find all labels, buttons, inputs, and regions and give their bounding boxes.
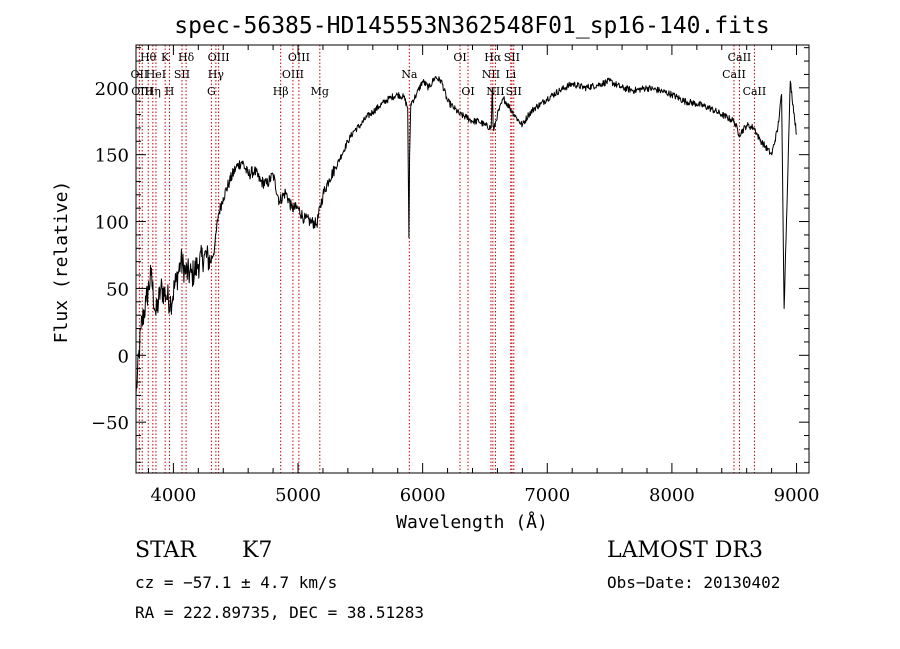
spectral-line-label: HeI (146, 68, 166, 81)
spectral-line-label: OI (461, 85, 474, 98)
spectral-line-label: NII (482, 68, 500, 81)
spectral-line-label: Hθ (140, 51, 157, 64)
spectral-line-label: Hη (145, 85, 161, 98)
spectral-line-label: Mg (311, 85, 329, 98)
x-tick-label: 5000 (275, 485, 321, 506)
spectral-line-label: Hβ (273, 85, 289, 98)
x-axis: 4000 5000 6000 7000 8000 9000 (147, 45, 820, 506)
y-tick-label: 150 (95, 146, 129, 167)
x-axis-label: Wavelength (Å) (396, 511, 548, 533)
x-tick-label: 4000 (150, 485, 196, 506)
spectral-line-label: CaII (722, 68, 746, 81)
spectral-line-label: OIII (282, 68, 304, 81)
spectral-line-label: G (207, 85, 216, 98)
x-tick-label: 9000 (774, 485, 820, 506)
spectral-line-label: OIII (288, 51, 310, 64)
spectral-line-label: CaII (728, 51, 752, 64)
y-tick-label: 50 (106, 279, 129, 300)
y-tick-label: −50 (91, 413, 129, 434)
spectral-line-label: NII (486, 85, 504, 98)
spectral-line-label: H (165, 85, 175, 98)
y-axis-label: Flux (relative) (51, 181, 72, 344)
observation-date: Obs−Date: 20130402 (607, 573, 781, 592)
spectral-line-label: CaII (743, 85, 767, 98)
x-tick-label: 7000 (524, 485, 570, 506)
flux-spectrum-line (135, 76, 797, 396)
y-axis: −50 0 50 100 150 200 (91, 47, 809, 463)
spectral-line-label: Hγ (208, 68, 225, 81)
spectral-line-label: Na (401, 68, 418, 81)
spectral-line-label: OIII (208, 51, 230, 64)
x-tick-label: 8000 (649, 485, 695, 506)
object-class: STAR (135, 538, 196, 563)
spectral-line-label: SII (506, 85, 522, 98)
spectral-line-label: OI (453, 51, 466, 64)
spectral-line-label: Hα (484, 51, 502, 64)
y-tick-label: 200 (95, 79, 129, 100)
spectral-line-label: Hδ (178, 51, 195, 64)
spectral-line-label: SII (174, 68, 190, 81)
spectral-line-label: SII (504, 51, 520, 64)
redshift-cz: cz = −57.1 ± 4.7 km/s (135, 573, 338, 592)
spectral-line-markers (138, 45, 755, 473)
chart-title: spec-56385-HD145553N362548F01_sp16-140.f… (174, 13, 769, 39)
spectral-line-label: K (161, 51, 170, 64)
x-tick-label: 6000 (400, 485, 446, 506)
coordinates: RA = 222.89735, DEC = 38.51283 (135, 603, 424, 622)
spectral-line-label: Li (505, 68, 516, 81)
survey-name: LAMOST DR3 (607, 538, 763, 563)
object-subclass: K7 (242, 538, 273, 563)
y-tick-label: 100 (95, 213, 129, 234)
y-tick-label: 0 (118, 346, 129, 367)
